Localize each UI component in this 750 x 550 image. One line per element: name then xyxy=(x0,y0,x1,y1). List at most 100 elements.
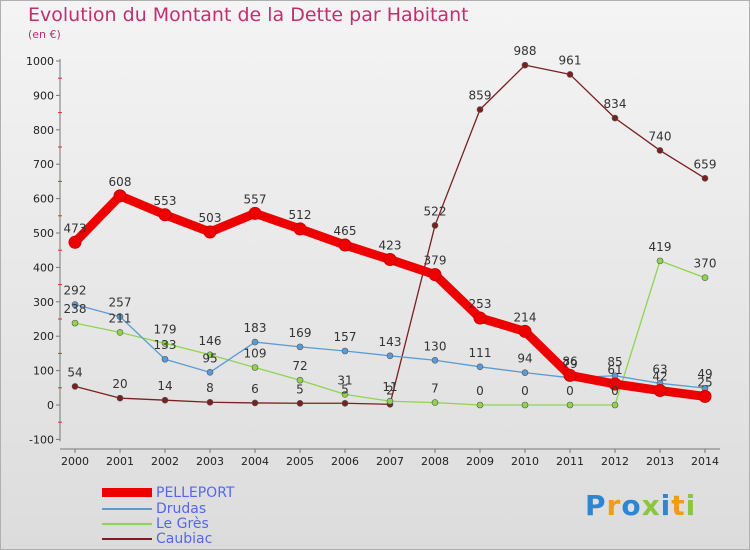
data-point xyxy=(566,71,574,78)
data-point xyxy=(431,222,439,229)
data-label: 473 xyxy=(64,221,87,235)
legend-item-le-gres[interactable]: Le Grès xyxy=(102,516,209,532)
data-point xyxy=(476,363,484,371)
x-tick-label: 2003 xyxy=(196,455,224,468)
data-point xyxy=(116,329,124,336)
data-label: 111 xyxy=(469,346,492,360)
x-tick-label: 2014 xyxy=(691,455,719,468)
x-tick-label: 2006 xyxy=(331,455,359,468)
data-label: 423 xyxy=(379,238,402,252)
data-label: 20 xyxy=(112,377,127,391)
data-point xyxy=(116,394,124,402)
data-point xyxy=(431,399,439,406)
data-label: 86 xyxy=(562,354,577,368)
unit-label: (en €) xyxy=(28,28,61,41)
data-label: 72 xyxy=(292,359,307,373)
data-label: 11 xyxy=(382,380,397,394)
data-label: 183 xyxy=(244,321,267,335)
data-point xyxy=(161,355,169,363)
data-label: 85 xyxy=(607,355,622,369)
legend-item-drudas[interactable]: Drudas xyxy=(102,500,207,517)
y-tick-label: 400 xyxy=(33,261,54,274)
data-label: 859 xyxy=(469,89,492,103)
data-label: 63 xyxy=(652,362,667,376)
x-tick-label: 2002 xyxy=(151,455,179,468)
data-point xyxy=(206,398,214,406)
y-tick-label: 200 xyxy=(33,330,54,343)
x-tick-label: 2001 xyxy=(106,455,134,468)
data-point xyxy=(518,324,532,338)
data-point xyxy=(296,399,304,407)
legend-swatch-le-gres xyxy=(102,522,152,525)
data-label: 512 xyxy=(289,208,312,222)
data-point xyxy=(68,235,82,249)
y-tick-label: 500 xyxy=(33,227,54,240)
data-point xyxy=(293,222,307,236)
data-point xyxy=(113,189,127,203)
data-point xyxy=(428,268,442,282)
data-label: 25 xyxy=(697,375,712,389)
data-label: 169 xyxy=(289,326,312,340)
data-label: 0 xyxy=(476,384,484,398)
data-label: 379 xyxy=(424,254,447,268)
data-label: 42 xyxy=(652,370,667,384)
data-point xyxy=(71,383,79,390)
proxiti-logo: Proxiti xyxy=(585,489,696,522)
data-label: 465 xyxy=(334,224,357,238)
legend-item-pelleport[interactable]: PELLEPORT xyxy=(102,484,235,501)
data-label: 522 xyxy=(424,204,447,218)
legend-item-caubiac[interactable]: Caubiac xyxy=(102,530,213,547)
data-label: 7 xyxy=(431,382,439,396)
legend-label: Caubiac xyxy=(156,530,213,547)
data-label: 0 xyxy=(611,384,619,398)
data-label: 2 xyxy=(386,383,394,397)
data-label: 146 xyxy=(199,334,222,348)
data-point xyxy=(698,389,712,403)
legend-swatch-caubiac xyxy=(102,537,152,540)
data-point xyxy=(116,313,124,320)
legend-swatch-pelleport xyxy=(102,488,152,497)
logo-letter: x xyxy=(641,489,661,522)
logo-letter: t xyxy=(671,489,686,522)
data-label: 608 xyxy=(109,175,132,189)
legend-label: Drudas xyxy=(156,500,207,517)
data-point xyxy=(161,396,169,404)
data-point xyxy=(341,391,349,398)
logo-letter: P xyxy=(585,489,607,522)
data-label: 143 xyxy=(379,335,402,349)
data-point xyxy=(341,347,349,355)
logo-letter: i xyxy=(660,489,672,522)
data-point xyxy=(521,61,529,69)
data-point xyxy=(161,340,169,347)
data-point xyxy=(341,399,349,407)
y-tick-label: -100 xyxy=(29,433,54,446)
logo-letter: o xyxy=(621,489,642,522)
logo-letter: r xyxy=(606,489,622,522)
data-point xyxy=(71,319,79,327)
x-tick-label: 2008 xyxy=(421,455,449,468)
data-point xyxy=(386,352,394,360)
data-label: 49 xyxy=(697,367,712,381)
data-point xyxy=(386,397,394,405)
data-point xyxy=(473,311,487,325)
x-tick-label: 2007 xyxy=(376,455,404,468)
data-point xyxy=(476,401,484,409)
legend-label: PELLEPORT xyxy=(156,484,235,501)
data-point xyxy=(611,114,619,122)
data-label: 61 xyxy=(607,363,622,377)
y-tick-label: 100 xyxy=(33,365,54,378)
data-label: 253 xyxy=(469,297,492,311)
data-label: 419 xyxy=(649,240,672,254)
data-point xyxy=(656,257,664,265)
data-point xyxy=(251,399,259,407)
data-point xyxy=(521,401,529,409)
x-tick-label: 2005 xyxy=(286,455,314,468)
data-label: 257 xyxy=(109,296,132,310)
data-label: 292 xyxy=(64,284,87,298)
data-point xyxy=(566,401,574,409)
data-label: 130 xyxy=(424,339,447,353)
logo-letter: i xyxy=(685,489,697,522)
data-label: 214 xyxy=(514,310,537,324)
